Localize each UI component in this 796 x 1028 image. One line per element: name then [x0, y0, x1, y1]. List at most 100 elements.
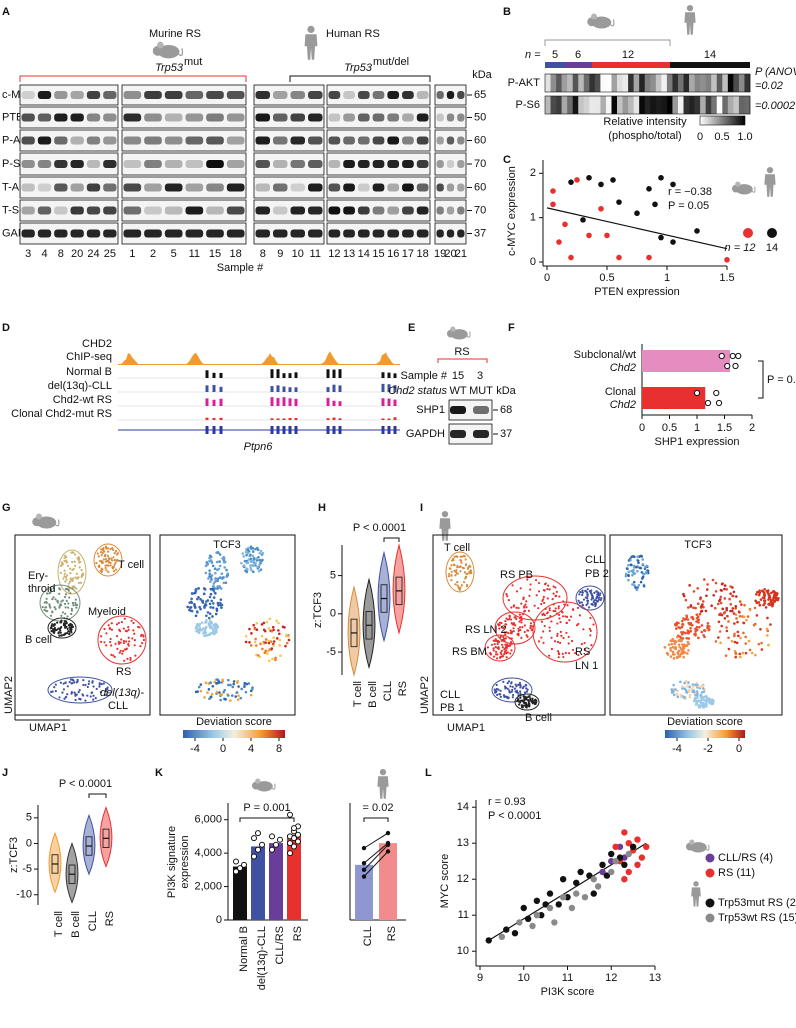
cell	[104, 545, 108, 548]
heat-cell	[744, 96, 751, 114]
cell	[109, 637, 112, 641]
heat-cell	[600, 96, 607, 114]
cell	[666, 652, 670, 656]
band	[328, 183, 341, 192]
cell	[114, 568, 118, 571]
band	[255, 91, 270, 99]
category-label: B cell	[367, 681, 379, 708]
panel-label: B	[503, 6, 511, 18]
cell	[53, 631, 56, 634]
cell	[682, 592, 685, 596]
cell	[507, 680, 511, 683]
cell	[250, 564, 254, 567]
cell	[695, 613, 699, 616]
band	[103, 229, 117, 238]
cell	[71, 577, 75, 580]
cell	[497, 688, 500, 691]
cell	[773, 591, 777, 594]
cell	[559, 620, 562, 624]
cell	[505, 617, 508, 620]
point	[724, 256, 730, 263]
blot-panel	[253, 222, 325, 245]
cell	[89, 695, 92, 698]
cell	[567, 635, 570, 639]
cell	[264, 649, 268, 653]
cell	[763, 599, 766, 602]
cell	[630, 555, 633, 559]
cell	[127, 644, 130, 647]
point	[546, 904, 554, 912]
cell	[66, 627, 69, 630]
cell	[64, 681, 67, 684]
cell	[548, 607, 551, 610]
cell	[675, 693, 679, 696]
cell	[517, 683, 520, 686]
cell	[744, 651, 748, 655]
cell	[543, 583, 547, 586]
cell	[535, 594, 538, 597]
category-label: Subclonal/wt	[574, 349, 636, 361]
cell	[517, 634, 520, 637]
cell	[45, 592, 49, 595]
cell	[215, 560, 219, 564]
cell	[745, 618, 748, 622]
band	[185, 229, 204, 238]
bracket	[239, 817, 295, 822]
cell	[200, 628, 204, 632]
blot-panel	[326, 199, 431, 222]
cell	[547, 584, 550, 587]
band	[308, 136, 323, 145]
point	[735, 352, 742, 360]
cell	[542, 589, 546, 592]
cell	[635, 588, 639, 592]
heat-cell	[617, 96, 623, 114]
cell	[731, 607, 735, 610]
cell	[686, 685, 689, 688]
cell	[251, 686, 254, 689]
band	[164, 91, 183, 99]
cell	[687, 681, 690, 684]
point	[573, 879, 580, 886]
cell	[669, 655, 673, 658]
cell	[258, 558, 262, 562]
coverage	[212, 417, 216, 420]
cell	[469, 569, 472, 572]
point	[295, 831, 301, 838]
cell	[226, 694, 230, 697]
cell	[627, 578, 630, 582]
cell	[672, 693, 676, 697]
bar	[269, 843, 283, 920]
cell	[700, 691, 704, 694]
cell	[676, 695, 680, 699]
cell	[110, 653, 113, 657]
cell	[223, 566, 226, 569]
point	[498, 933, 506, 940]
cell	[494, 650, 498, 653]
axis-label: UMAP1	[447, 722, 485, 734]
cell	[59, 631, 62, 634]
cell	[688, 695, 692, 699]
cell	[509, 618, 513, 621]
cell	[454, 574, 457, 577]
cell	[127, 626, 130, 629]
cell	[694, 633, 697, 637]
cell	[48, 603, 51, 606]
band	[86, 136, 101, 145]
group-n: 12	[622, 49, 634, 61]
cell	[109, 548, 112, 551]
cell	[267, 641, 271, 645]
band	[54, 113, 68, 122]
cell	[119, 630, 122, 633]
cell	[497, 640, 501, 644]
cell	[58, 605, 61, 608]
band	[21, 229, 35, 238]
cell	[209, 580, 212, 583]
cell	[552, 585, 555, 588]
cell	[212, 582, 216, 585]
cell	[464, 563, 468, 566]
cell	[762, 596, 766, 600]
cell	[733, 622, 736, 625]
group-n: 6	[575, 49, 581, 61]
cell	[497, 646, 500, 649]
cell	[208, 554, 212, 558]
